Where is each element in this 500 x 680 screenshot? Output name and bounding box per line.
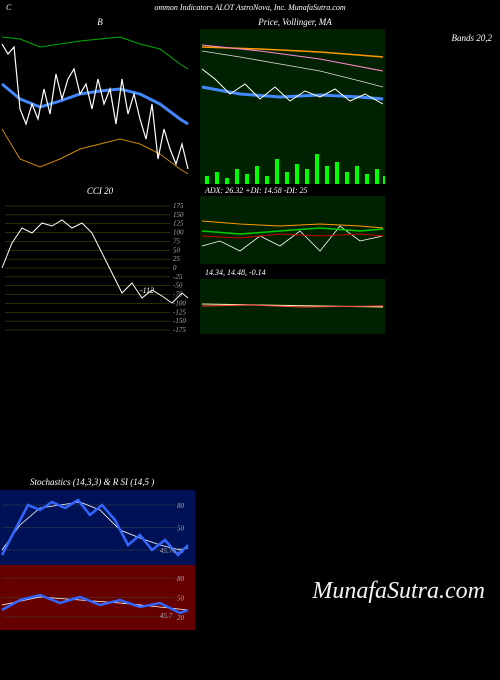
adx-macd-chart: ADX: 26.32 +DI: 14.58 -DI: 25 14.34, 14.4… — [200, 184, 385, 339]
svg-text:-112: -112 — [140, 286, 154, 295]
header-left-char: C — [6, 3, 11, 12]
stochastics-chart-2: 80 50 20 45.7 — [0, 565, 195, 630]
svg-text:14.34, 14.48, -0.14: 14.34, 14.48, -0.14 — [205, 268, 266, 277]
row-mid: CCI 20 1751501251007550250-25-50-75-100-… — [0, 184, 500, 339]
svg-text:100: 100 — [173, 229, 184, 237]
svg-text:45.7: 45.7 — [160, 612, 173, 620]
adx-macd-panel: ADX: 26.32 +DI: 14.58 -DI: 25 14.34, 14.4… — [200, 184, 390, 339]
cci-chart: 1751501251007550250-25-50-75-100-125-150… — [0, 198, 195, 338]
svg-text:-175: -175 — [173, 326, 186, 334]
svg-text:-50: -50 — [173, 282, 183, 290]
svg-text:ADX: 26.32 +DI: 14.58 -DI: 2: ADX: 26.32 +DI: 14.58 -DI: 25 — [204, 186, 308, 195]
svg-text:-125: -125 — [173, 308, 186, 316]
svg-text:-25: -25 — [173, 273, 183, 281]
svg-text:80: 80 — [177, 502, 185, 510]
svg-text:50: 50 — [177, 525, 185, 533]
bollinger-chart — [0, 29, 195, 184]
price-ma-chart — [200, 29, 385, 184]
bands-label: Bands 20,2 — [452, 33, 493, 43]
svg-text:80: 80 — [177, 575, 185, 583]
page-header: C ommon Indicators ALOT AstroNova, Inc. … — [0, 0, 500, 15]
svg-text:20: 20 — [177, 614, 185, 622]
svg-text:125: 125 — [173, 220, 184, 228]
spacer — [0, 339, 500, 474]
svg-text:-150: -150 — [173, 317, 186, 325]
svg-text:45.76: 45.76 — [160, 547, 176, 555]
svg-text:0: 0 — [173, 264, 177, 272]
bollinger-panel: B — [0, 15, 200, 184]
svg-text:50: 50 — [173, 246, 181, 254]
watermark: MunafaSutra.com — [312, 578, 485, 605]
price-ma-title: Price, Vollinger, MA — [200, 15, 390, 29]
stochastics-header: Stochastics (14,3,3) & R SI (14,5 ) — [0, 474, 500, 490]
cci-panel: CCI 20 1751501251007550250-25-50-75-100-… — [0, 184, 200, 339]
svg-text:50: 50 — [177, 595, 185, 603]
svg-text:75: 75 — [173, 237, 181, 245]
svg-text:150: 150 — [173, 211, 184, 219]
bollinger-title: B — [0, 15, 200, 29]
price-ma-panel: Price, Vollinger, MA — [200, 15, 390, 184]
svg-text:25: 25 — [173, 255, 181, 263]
row-stoch1: 80502045.76 — [0, 490, 500, 565]
svg-text:175: 175 — [173, 202, 184, 210]
stochastics-chart-1: 80502045.76 — [0, 490, 195, 565]
cci-title: CCI 20 — [0, 184, 200, 198]
header-title: ommon Indicators ALOT AstroNova, Inc. Mu… — [154, 3, 345, 12]
row-top: B Price, Vollinger, MA Bands 20,2 — [0, 15, 500, 184]
